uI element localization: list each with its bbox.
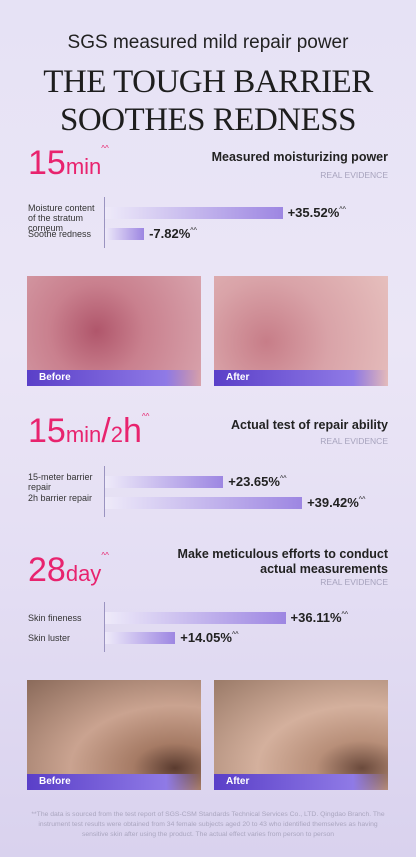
evidence: REAL EVIDENCE bbox=[320, 577, 388, 587]
bar bbox=[105, 612, 286, 624]
value-label: +23.65%^^ bbox=[228, 474, 286, 489]
bar-label: 2h barrier repair bbox=[28, 493, 93, 503]
footnote: **The data is sourced from the test repo… bbox=[31, 811, 385, 838]
photo: After bbox=[214, 680, 388, 790]
heading: Measured moisturizing power bbox=[211, 150, 388, 164]
value-label: +39.42%^^ bbox=[307, 495, 365, 510]
big-text: day bbox=[65, 561, 102, 586]
value-label: +36.11%^^ bbox=[291, 610, 349, 625]
big-text: 2 bbox=[110, 422, 123, 447]
heading: actual measurements bbox=[260, 562, 388, 576]
bar-label: Skin fineness bbox=[28, 613, 82, 623]
photo: Before bbox=[27, 680, 201, 790]
bar bbox=[105, 228, 145, 240]
big-text: 15 bbox=[28, 144, 66, 182]
value-label: +35.52%^^ bbox=[288, 205, 346, 220]
value-label: -7.82%^^ bbox=[149, 226, 197, 241]
big-number: 15min^^ bbox=[28, 144, 109, 183]
big-text: min bbox=[65, 154, 102, 179]
axis-line bbox=[104, 197, 105, 248]
bar bbox=[105, 207, 283, 219]
bar bbox=[105, 632, 176, 644]
bar bbox=[105, 476, 224, 488]
photo-label: Before bbox=[27, 774, 201, 790]
big-text: min bbox=[65, 422, 102, 447]
bar-label: 15-meter barrier repair bbox=[28, 472, 93, 492]
photo-label: Before bbox=[27, 370, 201, 386]
axis-line bbox=[104, 466, 105, 517]
mark: ^^ bbox=[231, 631, 239, 639]
title-line: SOOTHES REDNESS bbox=[60, 102, 356, 138]
bar-label: Skin luster bbox=[28, 633, 71, 643]
photo-label: After bbox=[214, 774, 388, 790]
big-number: 15min/2h^^ bbox=[28, 412, 149, 451]
mark: ^^ bbox=[101, 551, 109, 560]
subtitle: SGS measured mild repair power bbox=[67, 32, 349, 53]
value-text: +39.42% bbox=[307, 495, 359, 510]
mark: ^^ bbox=[358, 496, 366, 504]
heading: Make meticulous efforts to conduct bbox=[177, 547, 388, 561]
heading: Actual test of repair ability bbox=[231, 418, 388, 432]
value-text: +23.65% bbox=[228, 474, 280, 489]
bar-label: Soothe redness bbox=[28, 229, 92, 239]
value-text: -7.82% bbox=[149, 226, 191, 241]
mark: ^^ bbox=[190, 227, 197, 235]
big-text: h bbox=[122, 412, 142, 450]
value-label: +14.05%^^ bbox=[180, 630, 238, 645]
photo: Before bbox=[27, 276, 201, 386]
axis-line bbox=[104, 602, 105, 652]
big-text: 28 bbox=[28, 551, 66, 589]
big-number: 28day^^ bbox=[28, 551, 109, 590]
mark: ^^ bbox=[279, 475, 287, 483]
title-line: THE TOUGH BARRIER bbox=[43, 64, 373, 100]
mark: ^^ bbox=[341, 611, 349, 619]
photo: After bbox=[214, 276, 388, 386]
big-text: / bbox=[101, 412, 111, 450]
big-text: 15 bbox=[28, 412, 66, 450]
mark: ^^ bbox=[339, 206, 346, 214]
value-text: +36.11% bbox=[290, 610, 342, 625]
mark: ^^ bbox=[101, 144, 109, 153]
value-text: +35.52% bbox=[287, 205, 340, 220]
bar bbox=[105, 497, 303, 509]
bar-label: Moisture content of the stratum corneum bbox=[28, 203, 95, 233]
value-text: +14.05% bbox=[180, 630, 232, 645]
photo-label: After bbox=[214, 370, 388, 386]
evidence: REAL EVIDENCE bbox=[320, 170, 388, 180]
mark: ^^ bbox=[141, 412, 150, 421]
evidence: REAL EVIDENCE bbox=[320, 436, 388, 446]
